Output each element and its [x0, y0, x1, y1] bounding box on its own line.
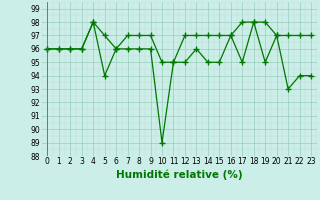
X-axis label: Humidité relative (%): Humidité relative (%) — [116, 169, 243, 180]
